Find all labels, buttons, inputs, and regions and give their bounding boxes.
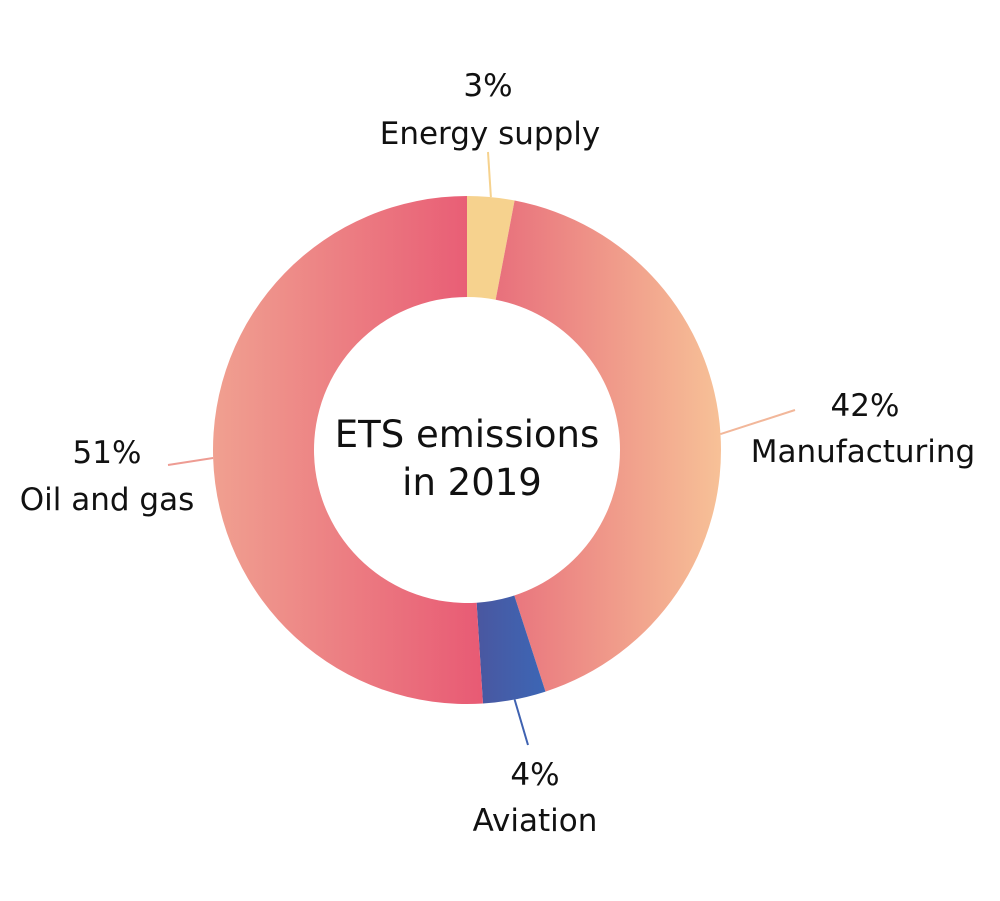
leader-line-energy-supply [487,151,492,198]
center-label-line-2: in 2019 [402,461,542,504]
leader-line-oil-and-gas [167,456,214,466]
slice-oil-and-gas [212,196,483,704]
oil-and-gas-name: Oil and gas [20,482,194,518]
leader-line-aviation [513,699,529,746]
leader-line-manufacturing [720,409,796,436]
center-label-line-1: ETS emissions [335,413,600,456]
manufacturing-name: Manufacturing [751,434,975,470]
label-manufacturing: 42% Manufacturing [751,388,975,470]
slice-energy-supply [467,196,515,300]
label-oil-and-gas: 51% Oil and gas [20,435,194,518]
energy-supply-name: Energy supply [380,116,601,152]
aviation-name: Aviation [473,803,598,839]
label-energy-supply: 3% Energy supply [380,68,601,152]
label-aviation: 4% Aviation [473,757,598,839]
energy-supply-percent: 3% [463,68,512,104]
oil-and-gas-percent: 51% [73,435,142,471]
manufacturing-percent: 42% [831,388,900,424]
leader-lines [167,151,796,746]
slice-aviation [476,595,546,704]
center-label: ETS emissions in 2019 [335,413,600,504]
slice-manufacturing [495,200,722,692]
aviation-percent: 4% [510,757,559,793]
donut-slices [212,196,722,704]
